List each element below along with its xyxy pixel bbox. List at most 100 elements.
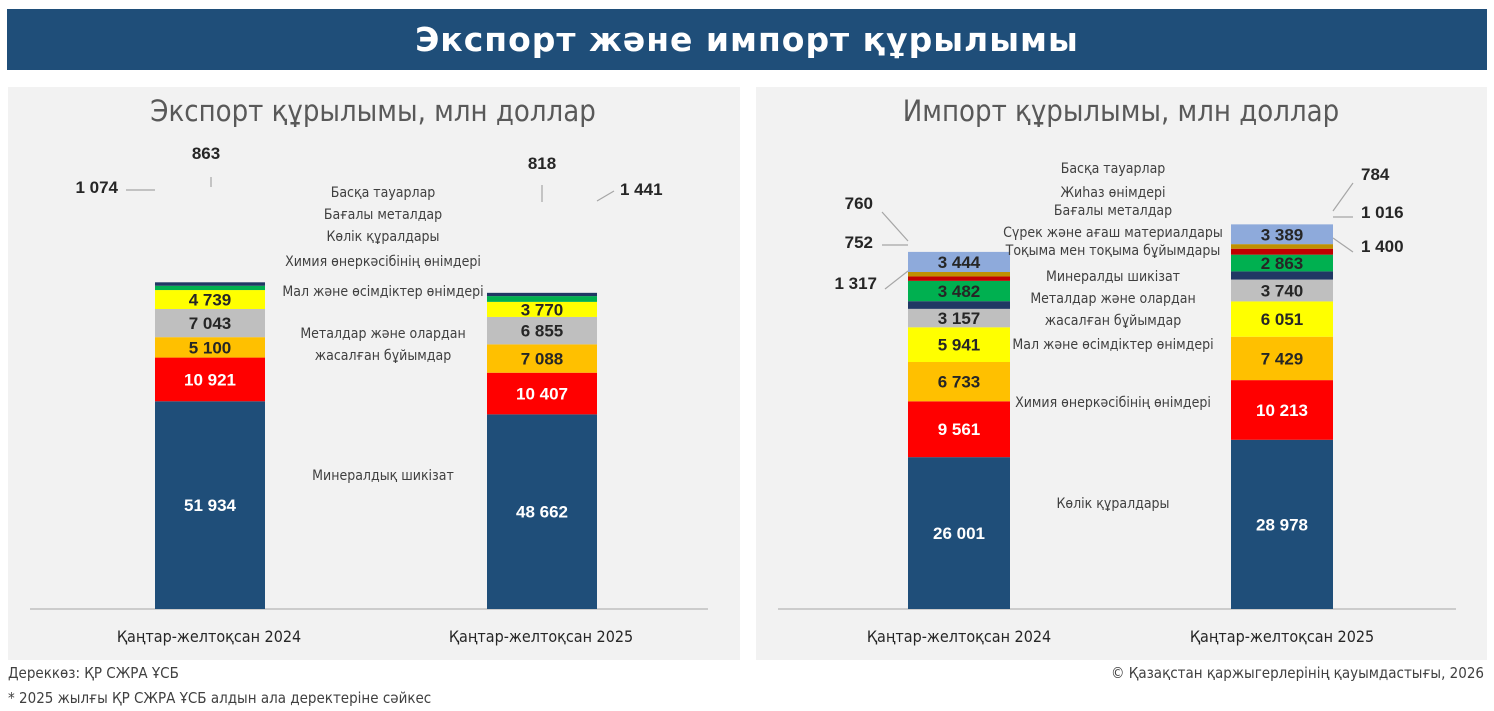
series-label: Мал және өсімдіктер өнімдері [1012, 337, 1213, 353]
bar-segment [1231, 254, 1333, 272]
series-label: Көлік құралдары [326, 229, 439, 245]
leader-line [1332, 237, 1354, 253]
footnote: * 2025 жылғы ҚР СЖРА ҰСБ алдын ала дерек… [8, 689, 432, 707]
series-label: Минералды шикізат [1046, 269, 1180, 285]
data-label: 3 389 [1261, 225, 1304, 244]
series-label: Жиһаз өнімдері [1060, 185, 1165, 201]
series-label: жасалған бұйымдар [315, 348, 451, 364]
data-label: 760 [845, 194, 873, 213]
series-label: Бағалы металдар [1054, 203, 1172, 219]
data-label: 9 561 [938, 420, 981, 439]
data-label: 3 482 [938, 282, 981, 301]
bar-segment [155, 282, 265, 286]
data-label: 6 855 [521, 322, 564, 341]
x-tick-label: Қаңтар-желтоқсан 2025 [1190, 627, 1374, 646]
bar-segment [487, 301, 597, 317]
data-label: 2 863 [1261, 254, 1304, 273]
bar-segment [1231, 224, 1333, 245]
export-chart: Экспорт құрылымы, млн доллар Қаңтар-желто… [30, 94, 708, 646]
header-banner: Экспорт және импорт құрылымы [7, 9, 1487, 70]
leader-line [596, 190, 615, 202]
bar-segment [155, 285, 265, 291]
leader-line [881, 211, 909, 242]
bar-segment [908, 308, 1010, 328]
data-label: 7 088 [521, 350, 564, 369]
data-label: 26 001 [933, 524, 985, 543]
chart-title: Экспорт құрылымы, млн доллар [150, 94, 596, 128]
series-label: Металдар және олардан [300, 326, 465, 342]
data-label: 3 740 [1261, 281, 1304, 300]
bar-segment [1231, 279, 1333, 302]
import-chart: Импорт құрылымы, млн доллар Қаңтар-желтоқ… [778, 94, 1456, 646]
series-label: Басқа тауарлар [331, 185, 436, 201]
data-label: 1 400 [1361, 237, 1404, 256]
bar-segment [908, 401, 1010, 458]
data-label: 4 739 [189, 291, 232, 310]
bar-segment [908, 272, 1010, 277]
bar-segment [487, 344, 597, 373]
series-label: Көлік құралдары [1056, 496, 1169, 512]
data-label: 863 [192, 144, 220, 163]
bar-segment [908, 251, 1010, 273]
data-label: 1 074 [75, 178, 118, 197]
data-label: 3 770 [521, 300, 564, 319]
bar-segment [1231, 248, 1333, 255]
series-label: Химия өнеркәсібінің өнімдері [1015, 395, 1211, 411]
data-label: 6 051 [1261, 310, 1304, 329]
data-label: 3 157 [938, 309, 981, 328]
bar-segment [487, 316, 597, 345]
data-label: 10 407 [516, 385, 568, 404]
chart-title: Импорт құрылымы, млн доллар [903, 94, 1339, 128]
bar-segment [487, 296, 597, 302]
bar-segment [487, 414, 597, 609]
bar-segment [1231, 336, 1333, 381]
bar-segment [487, 292, 597, 297]
series-label: Металдар және олардан [1030, 291, 1195, 307]
series-label: Мал және өсімдіктер өнімдері [282, 284, 483, 300]
series-label: Химия өнеркәсібінің өнімдері [285, 254, 481, 270]
data-label: 28 978 [1256, 515, 1308, 534]
x-tick-label: Қаңтар-желтоқсан 2025 [449, 627, 633, 646]
data-label: 6 733 [938, 373, 981, 392]
data-label: 10 921 [184, 370, 236, 389]
series-label: Бағалы металдар [324, 207, 442, 223]
data-label: 784 [1361, 165, 1390, 184]
bar-segment [1231, 271, 1333, 280]
leader-line [884, 270, 909, 290]
data-label: 48 662 [516, 503, 568, 522]
bar-segment [155, 357, 265, 402]
data-label: 1 317 [834, 274, 877, 293]
import-chart-panel: Импорт құрылымы, млн доллар Қаңтар-желтоқ… [756, 87, 1487, 660]
bar-segment [1231, 244, 1333, 249]
series-label: Тоқыма мен тоқыма бұйымдары [1005, 243, 1221, 259]
x-tick-label: Қаңтар-желтоқсан 2024 [117, 627, 301, 646]
bar-segment [908, 327, 1010, 362]
data-label: 818 [528, 154, 556, 173]
bar-segment [155, 401, 265, 609]
leader-line [1332, 182, 1354, 212]
bar-segment [1231, 439, 1333, 609]
data-label: 7 043 [189, 314, 232, 333]
data-label: 10 213 [1256, 401, 1308, 420]
data-label: 5 941 [938, 336, 981, 355]
bar-segment [487, 372, 597, 415]
page-title: Экспорт және импорт құрылымы [415, 20, 1079, 59]
bar-segment [908, 457, 1010, 609]
data-label: 51 934 [184, 496, 237, 515]
bar-segment [155, 309, 265, 338]
series-label: Минералдық шикізат [312, 468, 454, 484]
bar-segment [908, 280, 1010, 302]
bar-segment [155, 290, 265, 310]
bar-segment [155, 337, 265, 358]
bar-segment [1231, 380, 1333, 440]
bar-segment [908, 301, 1010, 309]
bar-segment [1231, 301, 1333, 337]
data-label: 1 016 [1361, 203, 1404, 222]
bar-segment [908, 361, 1010, 402]
export-chart-panel: Экспорт құрылымы, млн доллар Қаңтар-желто… [8, 87, 740, 660]
x-tick-label: Қаңтар-желтоқсан 2024 [867, 627, 1051, 646]
series-label: жасалған бұйымдар [1045, 313, 1181, 329]
source-note: Дереккөз: ҚР СЖРА ҰСБ [8, 664, 179, 682]
data-label: 7 429 [1261, 349, 1304, 368]
data-label: 752 [845, 233, 873, 252]
